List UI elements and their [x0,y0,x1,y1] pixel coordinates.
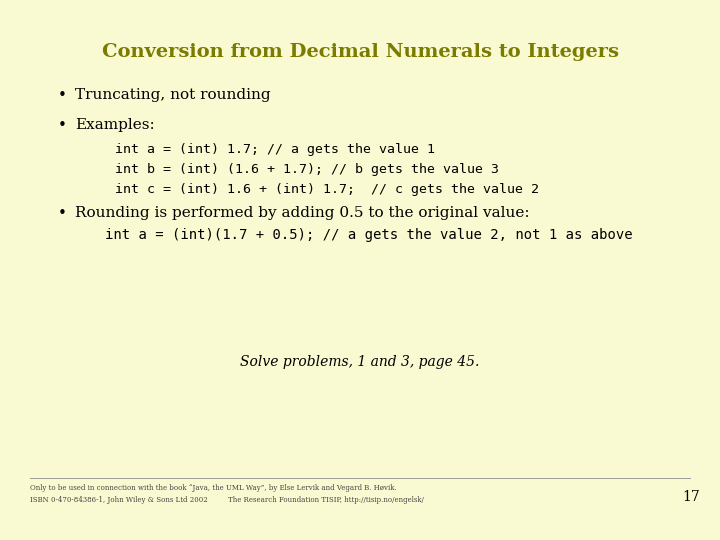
Text: Only to be used in connection with the book “Java, the UML Way”, by Else Lervik : Only to be used in connection with the b… [30,484,397,492]
Text: Conversion from Decimal Numerals to Integers: Conversion from Decimal Numerals to Inte… [102,43,618,61]
Text: •: • [58,88,67,103]
Text: •: • [58,118,67,133]
Text: Examples:: Examples: [75,118,155,132]
Text: Truncating, not rounding: Truncating, not rounding [75,88,271,102]
Text: int c = (int) 1.6 + (int) 1.7;  // c gets the value 2: int c = (int) 1.6 + (int) 1.7; // c gets… [115,183,539,196]
Text: ISBN 0-470-84386-1, John Wiley & Sons Ltd 2002         The Research Foundation T: ISBN 0-470-84386-1, John Wiley & Sons Lt… [30,496,424,504]
Text: Rounding is performed by adding 0.5 to the original value:: Rounding is performed by adding 0.5 to t… [75,206,530,220]
Text: 17: 17 [683,490,700,504]
Text: int a = (int)(1.7 + 0.5); // a gets the value 2, not 1 as above: int a = (int)(1.7 + 0.5); // a gets the … [105,228,633,242]
Text: •: • [58,206,67,221]
Text: int b = (int) (1.6 + 1.7); // b gets the value 3: int b = (int) (1.6 + 1.7); // b gets the… [115,163,499,176]
Text: int a = (int) 1.7; // a gets the value 1: int a = (int) 1.7; // a gets the value 1 [115,143,435,156]
Text: Solve problems, 1 and 3, page 45.: Solve problems, 1 and 3, page 45. [240,355,480,369]
